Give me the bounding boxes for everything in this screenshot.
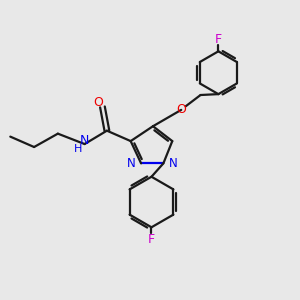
Text: O: O bbox=[176, 103, 186, 116]
Text: H: H bbox=[74, 143, 82, 154]
Text: N: N bbox=[169, 157, 178, 170]
Text: N: N bbox=[80, 134, 89, 147]
Text: F: F bbox=[148, 233, 155, 246]
Text: O: O bbox=[93, 96, 103, 109]
Text: F: F bbox=[215, 33, 222, 46]
Text: N: N bbox=[127, 157, 136, 170]
